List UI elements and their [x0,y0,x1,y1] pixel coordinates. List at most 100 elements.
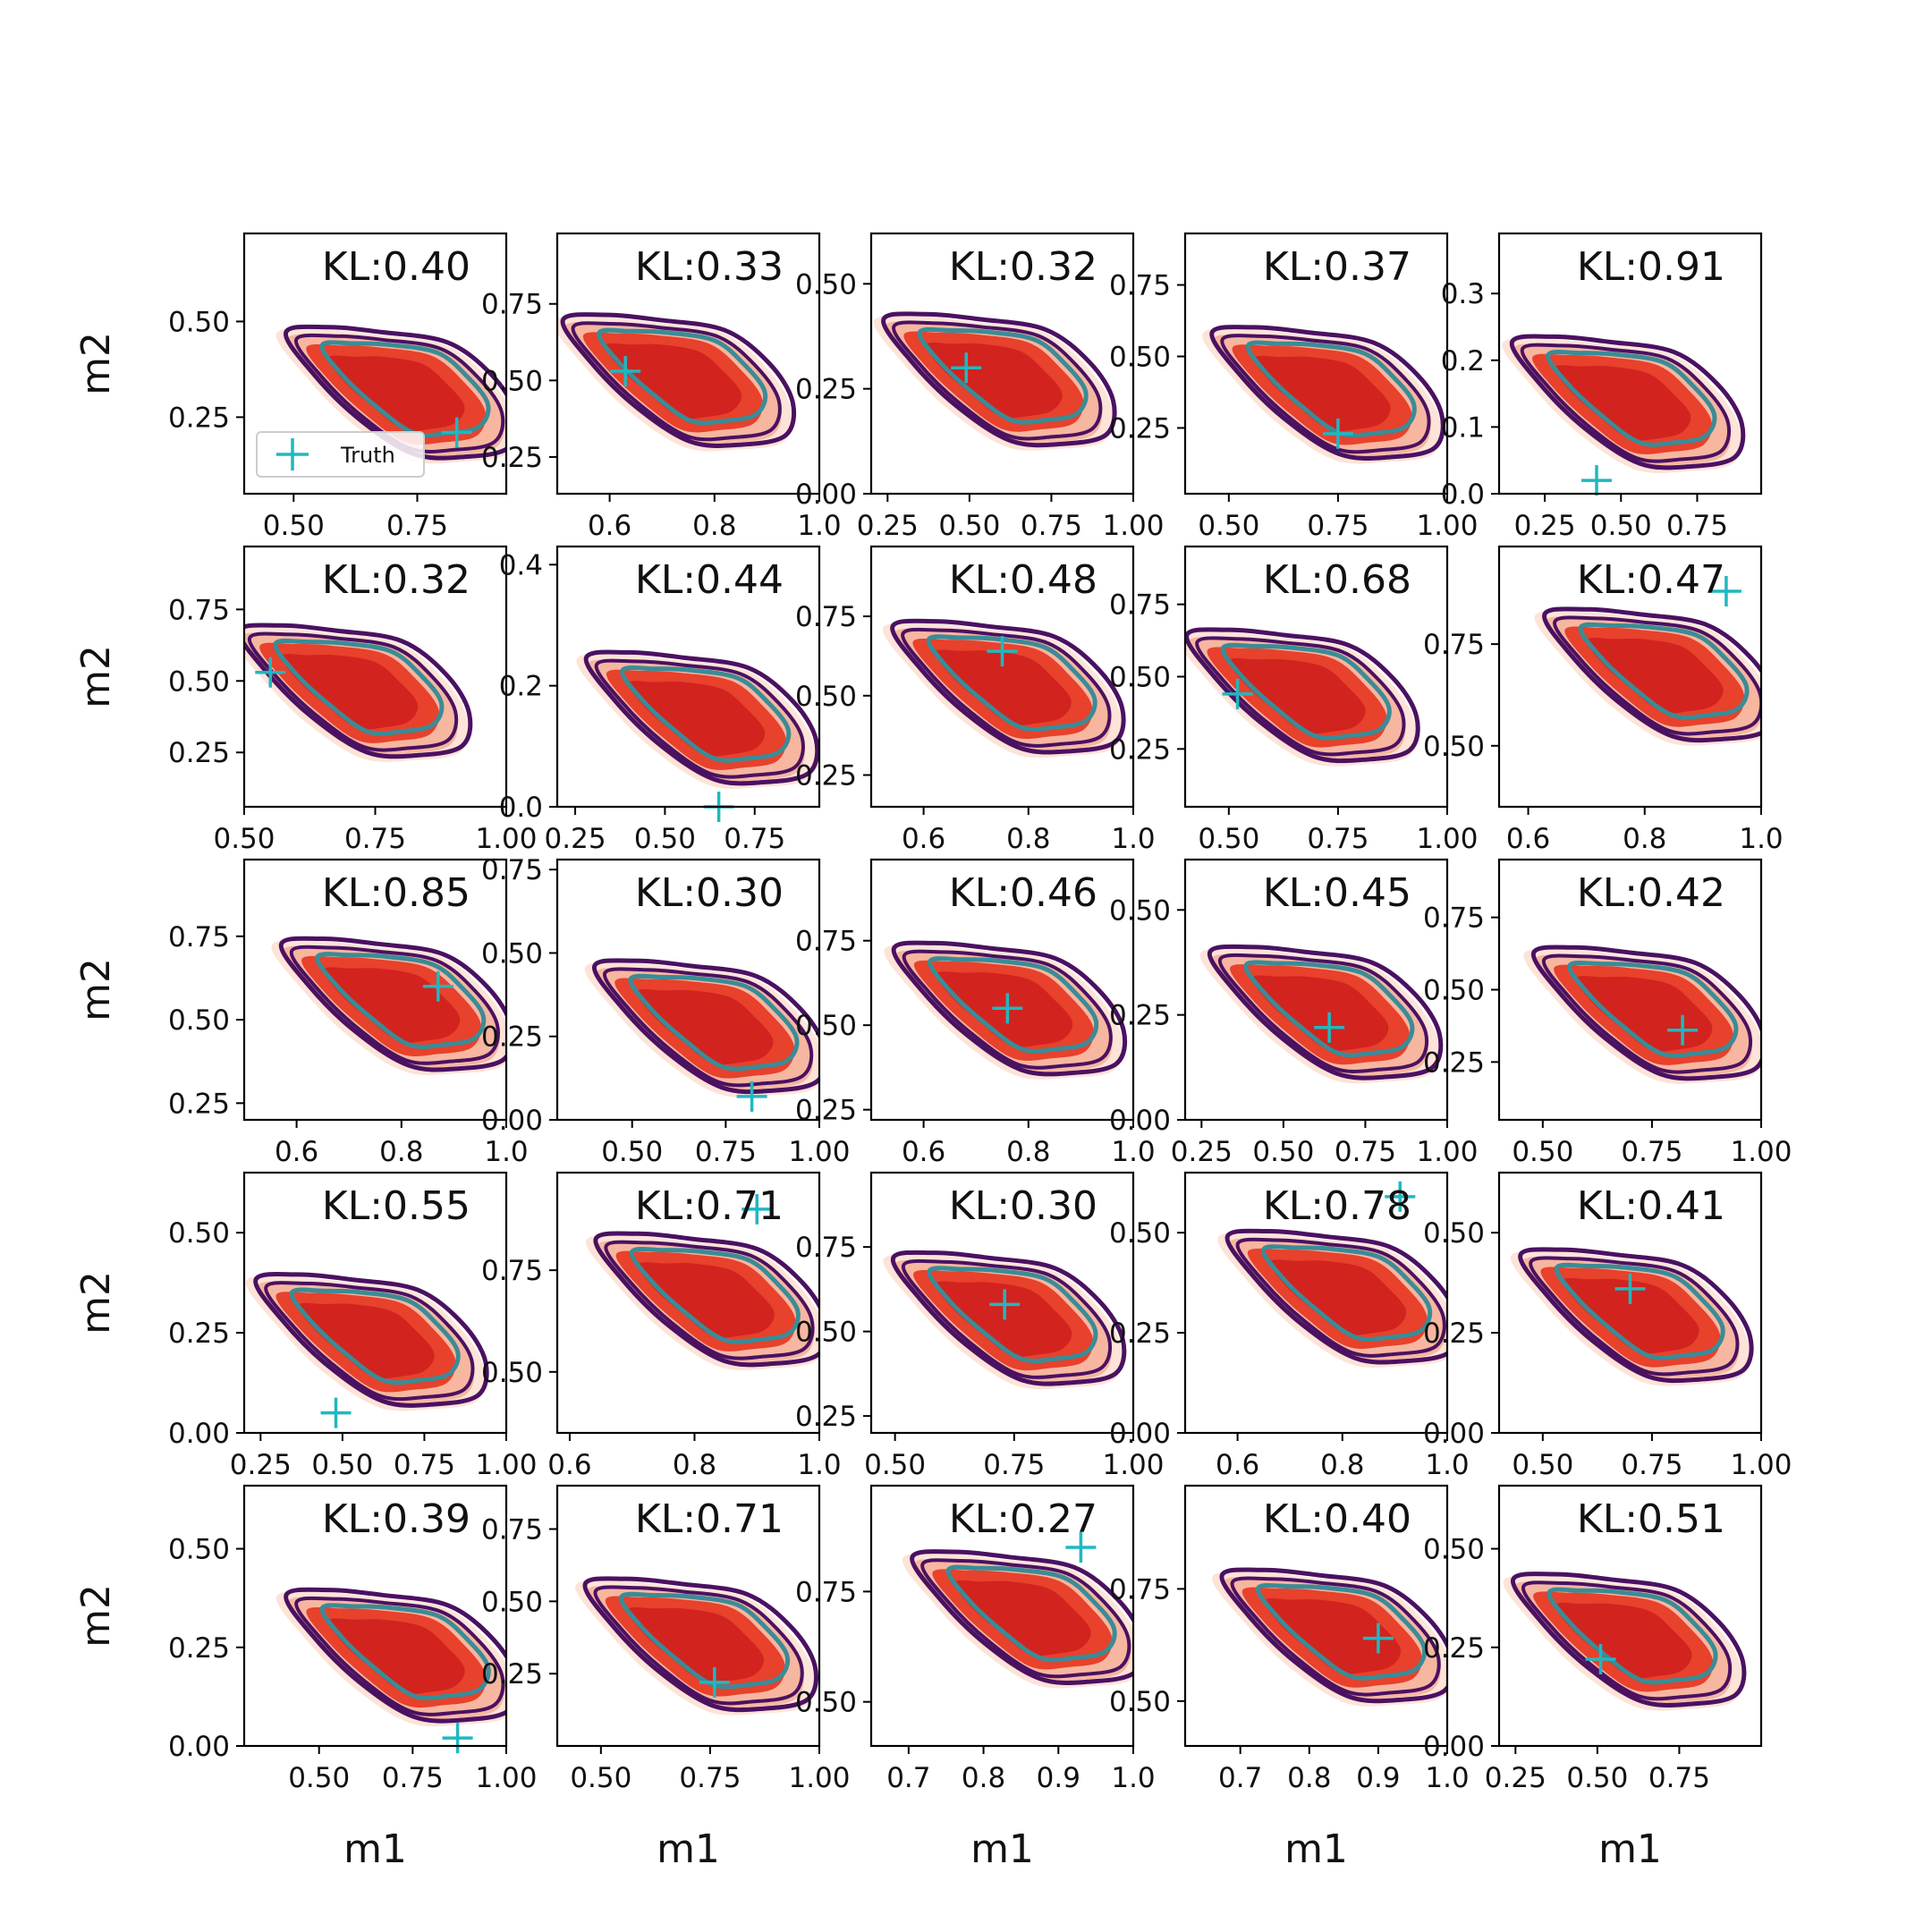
x-tick-label: 0.50 [288,1762,350,1794]
y-tick-label: 0.00 [481,1105,543,1137]
contour-second [604,1240,815,1360]
kl-label: KL:0.30 [635,870,784,916]
y-tick-label: 0.50 [795,268,857,301]
contour-outer [582,1576,818,1713]
kl-label: KL:0.32 [322,557,470,603]
x-tick-label: 1.00 [1416,1136,1478,1168]
contour-second [603,967,814,1088]
x-tick-label: 1.0 [797,510,841,542]
x-tick-label: 1.00 [475,823,537,855]
subplot-3: 0.25 0.50 0.75 1.000.000.250.50 KL:0.32 [795,232,1165,542]
y-tick-label: 0.00 [795,479,857,511]
kl-label: KL:0.51 [1577,1496,1725,1542]
contour-outer [284,324,506,461]
x-tick-label: 0.75 [679,1762,741,1794]
contour-inner [927,1266,1098,1364]
density-fill-dark [1229,658,1366,734]
y-tick-label: 0.50 [168,1217,230,1250]
contour-second [1220,334,1431,454]
y-axis-label: m2 [73,1584,119,1648]
x-tick-label: 0.9 [1037,1762,1080,1794]
contour-second [892,320,1103,441]
y-tick-label: 0.4 [499,549,543,581]
density-fill-dark [1555,1602,1692,1679]
y-tick-label: 0.25 [1423,1046,1485,1079]
y-tick-label: 0.2 [499,671,543,703]
y-tick-label: 0.50 [1109,662,1171,694]
y-tick-label: 0.50 [481,937,543,970]
kl-label: KL:0.44 [635,557,784,603]
contour-second [571,321,782,442]
y-tick-label: 0.3 [1441,278,1485,310]
posterior-contours [245,1272,489,1411]
contour-inner [1256,1582,1428,1681]
posterior-contours [1212,1567,1447,1707]
density-fill-dark [1554,365,1691,441]
contour-inner [618,1591,791,1690]
x-tick-label: 0.25 [545,823,606,855]
axes-frame [1183,858,1449,1122]
subplot-21: 0.50 0.75 1.00 0.00 0.25 0.50 KL:0.39 m2 m1 [73,1484,538,1872]
density-fill-dark [627,1607,764,1683]
truth-marker [1385,1181,1416,1212]
kl-label: KL:0.47 [1577,557,1725,603]
contour-outer [891,940,1128,1077]
y-tick-label: 0.00 [1109,1105,1171,1137]
y-tick-label: 0.25 [795,1095,857,1127]
contour-inner [1220,642,1392,741]
x-tick-label: 1.0 [1111,1136,1155,1168]
x-tick-label: 0.7 [1218,1762,1262,1794]
contour-inner [628,973,800,1072]
y-tick-label: 0.50 [168,665,230,698]
axes-frame [242,1484,508,1748]
axes-frame [1497,232,1763,496]
subplot-11: 0.6 0.8 1.0 0.25 0.50 0.75 KL:0.85 m2 [73,858,529,1168]
x-tick-label: 1.00 [1102,510,1164,542]
density-fill-dark [328,355,465,431]
x-tick-label: 0.75 [1307,823,1368,855]
posterior-contours [557,312,797,452]
x-tick-label: 0.75 [724,823,785,855]
y-tick-label: 0.25 [168,737,230,769]
x-tick-label: 0.6 [1506,823,1550,855]
axes-frame [555,858,821,1122]
truth-marker [1585,1644,1616,1674]
axes-frame [1497,545,1763,809]
truth-marker [422,970,453,1002]
posterior-contours [873,311,1117,451]
posterior-contours [1510,1247,1754,1386]
y-tick-label: 0.25 [481,1021,543,1054]
contour-inner [319,1603,491,1701]
contour-inner [1261,1244,1433,1342]
density-fill-dark [628,681,766,757]
x-tick-label: 1.00 [475,1449,537,1481]
y-tick-label: 0.25 [795,374,857,406]
y-tick-label: 0.25 [1109,412,1171,445]
posterior-contours [575,1576,818,1716]
subplot-1: 0.50 0.75 0.25 0.50 KL:0.40 m2 Truth [73,232,508,542]
x-axis-label: m1 [1598,1826,1662,1872]
density-fill-dark [298,1302,435,1379]
x-tick-label: 0.6 [902,823,945,855]
truth-marker [1581,465,1613,496]
subplot-19: 0.6 0.8 1.0 0.00 0.25 0.50 KL:0.78 [1109,1171,1470,1481]
x-tick-label: 0.75 [386,510,448,542]
y-tick-label: 0.75 [1423,629,1485,661]
y-tick-label: 0.25 [168,402,230,434]
x-tick-label: 1.0 [484,1136,528,1168]
x-tick-label: 0.50 [1252,1136,1314,1168]
density-fill-dark [328,1618,465,1694]
contour-inner [1567,961,1739,1058]
axes-frame [1183,1484,1449,1748]
truth-marker [1222,678,1253,709]
x-tick-label: 1.0 [1425,1449,1469,1481]
y-tick-label: 0.25 [1109,1318,1171,1350]
contour-second [1529,1256,1740,1377]
y-tick-label: 0.00 [168,1731,230,1763]
posterior-contours [275,324,506,464]
contour-inner [319,340,491,438]
axes-frame [869,858,1135,1122]
contour-inner [273,638,445,736]
subplot-17: 0.6 0.8 1.0 0.50 0.75 KL:0.71 [481,1171,842,1481]
truth-marker [255,657,286,688]
